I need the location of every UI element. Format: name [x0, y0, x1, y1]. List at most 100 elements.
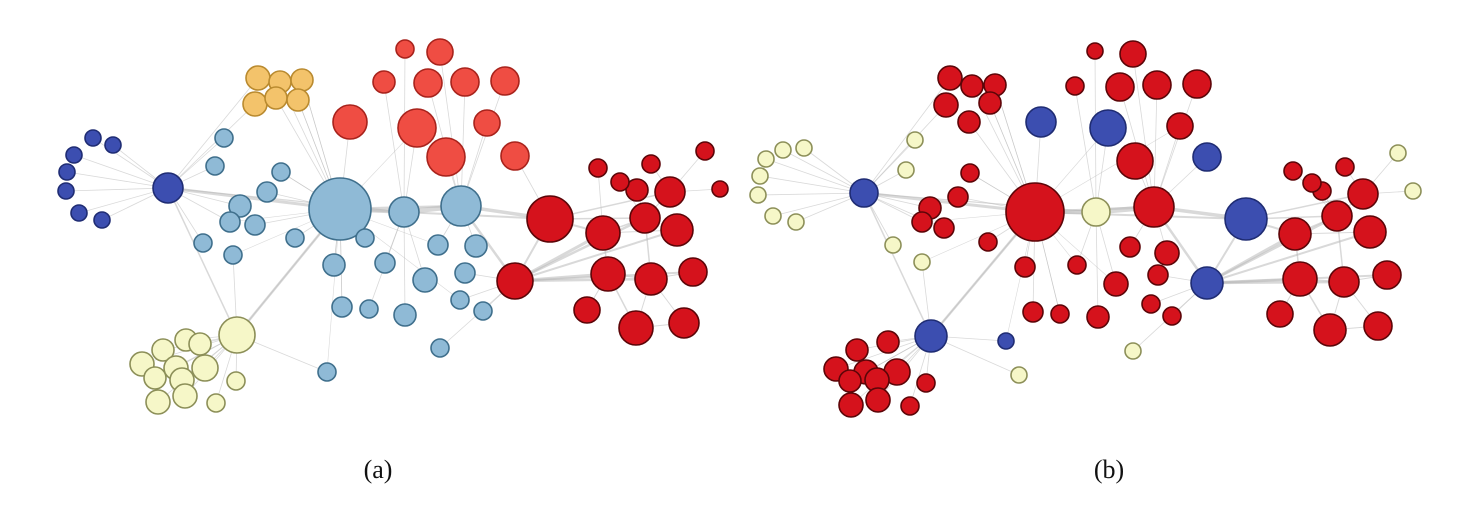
edge-a	[167, 77, 259, 189]
network-node	[526, 195, 574, 243]
network-node	[1192, 142, 1222, 172]
edge-b	[772, 192, 865, 217]
network-node	[426, 137, 466, 177]
network-node	[228, 194, 252, 218]
network-node	[1313, 313, 1347, 347]
network-node	[849, 178, 879, 208]
edge-b	[1095, 211, 1099, 318]
network-node	[244, 214, 266, 236]
network-node	[1347, 178, 1379, 210]
network-node	[1282, 261, 1318, 297]
network-node	[1302, 173, 1322, 193]
network-node	[1283, 161, 1303, 181]
caption-panel-a: (a)	[364, 455, 393, 484]
network-node	[937, 65, 963, 91]
network-node	[1022, 301, 1044, 323]
network-node	[496, 262, 534, 300]
network-node	[1086, 42, 1104, 60]
network-node	[84, 129, 102, 147]
network-node	[933, 92, 959, 118]
network-node	[1353, 215, 1387, 249]
network-node	[430, 338, 450, 358]
edge-a	[403, 211, 406, 316]
network-node	[206, 393, 226, 413]
network-node	[412, 267, 438, 293]
network-node	[193, 233, 213, 253]
network-node	[427, 234, 449, 256]
network-node	[1103, 271, 1129, 297]
edge-b	[782, 149, 865, 194]
network-node	[473, 109, 501, 137]
network-node	[634, 262, 668, 296]
network-node	[388, 196, 420, 228]
network-node	[317, 362, 337, 382]
network-node	[1067, 255, 1087, 275]
network-node	[1321, 200, 1353, 232]
network-node	[947, 186, 969, 208]
network-node	[1116, 142, 1154, 180]
network-node	[900, 396, 920, 416]
network-node	[413, 68, 443, 98]
network-node	[668, 307, 700, 339]
network-node	[590, 256, 626, 292]
network-node	[573, 296, 601, 324]
network-node	[1266, 300, 1294, 328]
network-node	[838, 392, 864, 418]
network-node	[960, 74, 984, 98]
edge-b	[759, 175, 865, 194]
network-node	[641, 154, 661, 174]
network-node	[93, 211, 111, 229]
network-node	[397, 108, 437, 148]
network-node	[1182, 69, 1212, 99]
network-node	[473, 301, 493, 321]
network-node	[1162, 306, 1182, 326]
network-node	[838, 369, 862, 393]
network-node	[678, 257, 708, 287]
network-node	[332, 104, 368, 140]
network-node	[585, 215, 621, 251]
network-node	[933, 217, 955, 239]
edge-a	[514, 229, 678, 282]
network-node	[876, 330, 900, 354]
edge-b	[863, 77, 951, 194]
network-node	[285, 228, 305, 248]
network-node	[1081, 197, 1111, 227]
edge-b	[863, 192, 932, 337]
network-node	[205, 156, 225, 176]
network-node	[1133, 186, 1175, 228]
network-node	[226, 371, 246, 391]
network-node	[1119, 236, 1141, 258]
network-node	[256, 181, 278, 203]
network-node	[308, 177, 372, 241]
network-node	[450, 290, 470, 310]
network-node	[660, 213, 694, 247]
edge-a	[383, 81, 405, 213]
network-node	[906, 131, 924, 149]
network-node	[757, 150, 775, 168]
network-node	[1224, 197, 1268, 241]
network-node	[151, 338, 175, 362]
edge-b	[1205, 214, 1339, 285]
network-node	[500, 141, 530, 171]
network-node	[1141, 294, 1161, 314]
network-node	[1154, 240, 1180, 266]
network-node	[913, 253, 931, 271]
network-node	[610, 172, 630, 192]
edge-b	[1132, 53, 1155, 208]
network-node	[331, 296, 353, 318]
edge-a	[460, 80, 506, 207]
network-node	[426, 38, 454, 66]
edge-a	[73, 154, 169, 189]
network-node	[188, 332, 212, 356]
network-node	[618, 310, 654, 346]
network-node	[393, 303, 417, 327]
network-node	[1005, 182, 1065, 242]
network-node	[1086, 305, 1110, 329]
network-node	[1065, 76, 1085, 96]
network-node	[218, 316, 256, 354]
network-node	[897, 161, 915, 179]
edge-b	[765, 158, 865, 194]
network-node	[1142, 70, 1172, 100]
network-node	[1124, 342, 1142, 360]
